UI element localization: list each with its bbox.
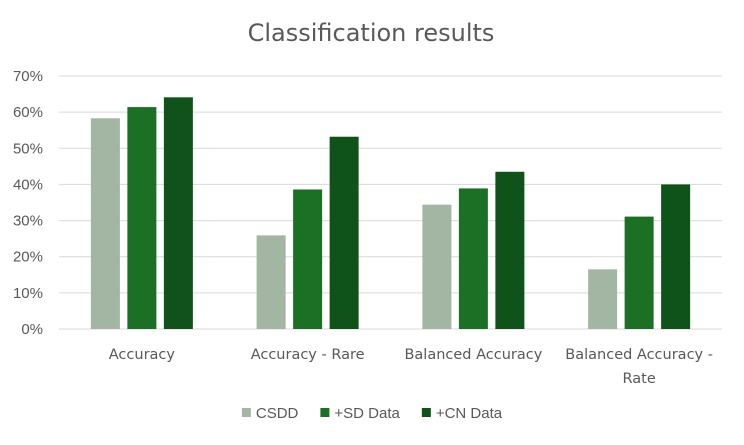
y-tick-label: 20%	[13, 249, 43, 266]
legend-label: CSDD	[256, 405, 299, 422]
legend-item: +SD Data	[320, 405, 400, 422]
y-tick-label: 50%	[13, 140, 43, 157]
x-category-label: Balanced Accuracy	[404, 347, 542, 363]
legend-swatch	[421, 408, 431, 417]
y-tick-label: 30%	[13, 213, 43, 230]
x-category-label: Accuracy - Rare	[251, 347, 365, 363]
bar-cn-data	[661, 184, 691, 329]
x-category-label: Balanced Accuracy -Rate	[565, 347, 713, 387]
gridlines	[59, 75, 722, 330]
bar-cn-data	[495, 171, 525, 329]
y-tick-label: 40%	[13, 176, 43, 193]
bar-csdd	[256, 235, 286, 329]
x-category-label: Accuracy	[109, 347, 176, 363]
y-tick-label: 0%	[21, 321, 43, 338]
legend: CSDD +SD Data +CN Data	[241, 405, 503, 422]
y-tick-label: 10%	[13, 285, 43, 302]
legend-item: CSDD	[241, 405, 299, 422]
bar-csdd	[588, 269, 618, 329]
x-axis: Accuracy Accuracy - Rare Balanced Accuracy…	[109, 347, 713, 387]
bar-sd-data	[458, 188, 488, 329]
legend-label: +CN Data	[436, 405, 503, 422]
bar-sd-data	[293, 189, 323, 329]
legend-swatch	[241, 408, 251, 417]
y-tick-label: 60%	[13, 104, 43, 121]
y-tick-label: 70%	[13, 68, 43, 85]
bars	[90, 97, 691, 330]
legend-label: +SD Data	[334, 405, 400, 422]
bar-cn-data	[163, 97, 193, 330]
bar-csdd	[422, 204, 452, 329]
bar-csdd	[90, 118, 120, 329]
legend-swatch	[320, 408, 330, 417]
bar-cn-data	[329, 136, 359, 329]
legend-item: +CN Data	[421, 405, 503, 422]
y-axis: 0% 10% 20% 30% 40% 50% 60% 70%	[13, 68, 43, 338]
chart-title: Classification results	[248, 19, 495, 47]
bar-sd-data	[624, 216, 654, 329]
bar-sd-data	[127, 107, 157, 329]
